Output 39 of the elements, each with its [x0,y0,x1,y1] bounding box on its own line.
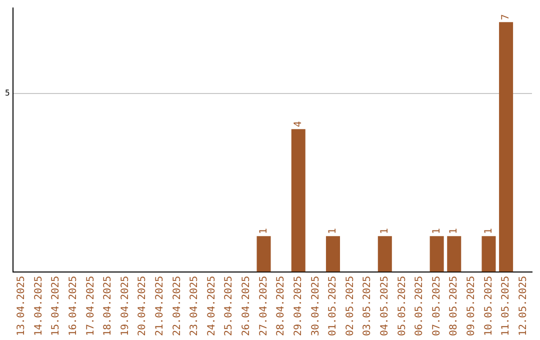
x-tick-label: 25.04.2025 [224,276,235,336]
x-tick-label: 27.04.2025 [258,276,270,336]
data-label: 1 [258,228,270,234]
x-tick-label: 13.04.2025 [16,276,28,336]
x-tick-label: 23.04.2025 [189,276,200,336]
x-tick-label: 11.05.2025 [500,276,512,336]
x-tick-label: 16.04.2025 [68,276,79,336]
x-tick-label: 14.04.2025 [33,276,44,336]
x-tick-label: 07.05.2025 [431,276,442,336]
data-label: 1 [483,228,494,234]
x-tick-label: 01.05.2025 [328,276,339,336]
x-tick-label: 09.05.2025 [466,276,478,336]
x-tick-label: 19.04.2025 [120,276,131,336]
x-tick-label: 21.04.2025 [154,276,166,336]
y-tick-label: 5 [4,88,10,98]
data-label: 1 [431,228,442,234]
x-tick-label: 20.04.2025 [137,276,148,336]
x-tick-label: 28.04.2025 [276,276,287,336]
data-label: 4 [292,121,304,128]
x-tick-label: 05.05.2025 [396,276,408,336]
data-label: 1 [379,228,390,234]
x-tick-label: 26.04.2025 [241,276,252,336]
x-tick-label: 03.05.2025 [362,276,374,336]
data-label: 1 [328,228,339,234]
x-tick-label: 17.04.2025 [85,276,96,336]
x-tick-label: 04.05.2025 [379,276,390,336]
x-tick-label: 30.04.2025 [310,276,322,336]
x-tick-label: 12.05.2025 [518,276,529,336]
x-tick-label: 18.04.2025 [102,276,114,336]
x-tick-label: 06.05.2025 [414,276,426,336]
x-tick-label: 22.04.2025 [172,276,183,336]
x-tick-label: 10.05.2025 [483,276,494,336]
x-tick-label: 15.04.2025 [50,276,62,336]
x-tick-label: 29.04.2025 [292,276,304,336]
data-label: 7 [500,14,512,20]
x-tick-label: 24.04.2025 [206,276,218,336]
x-tick-label: 08.05.2025 [448,276,460,336]
data-label: 1 [448,228,460,234]
x-tick-label: 02.05.2025 [344,276,356,336]
